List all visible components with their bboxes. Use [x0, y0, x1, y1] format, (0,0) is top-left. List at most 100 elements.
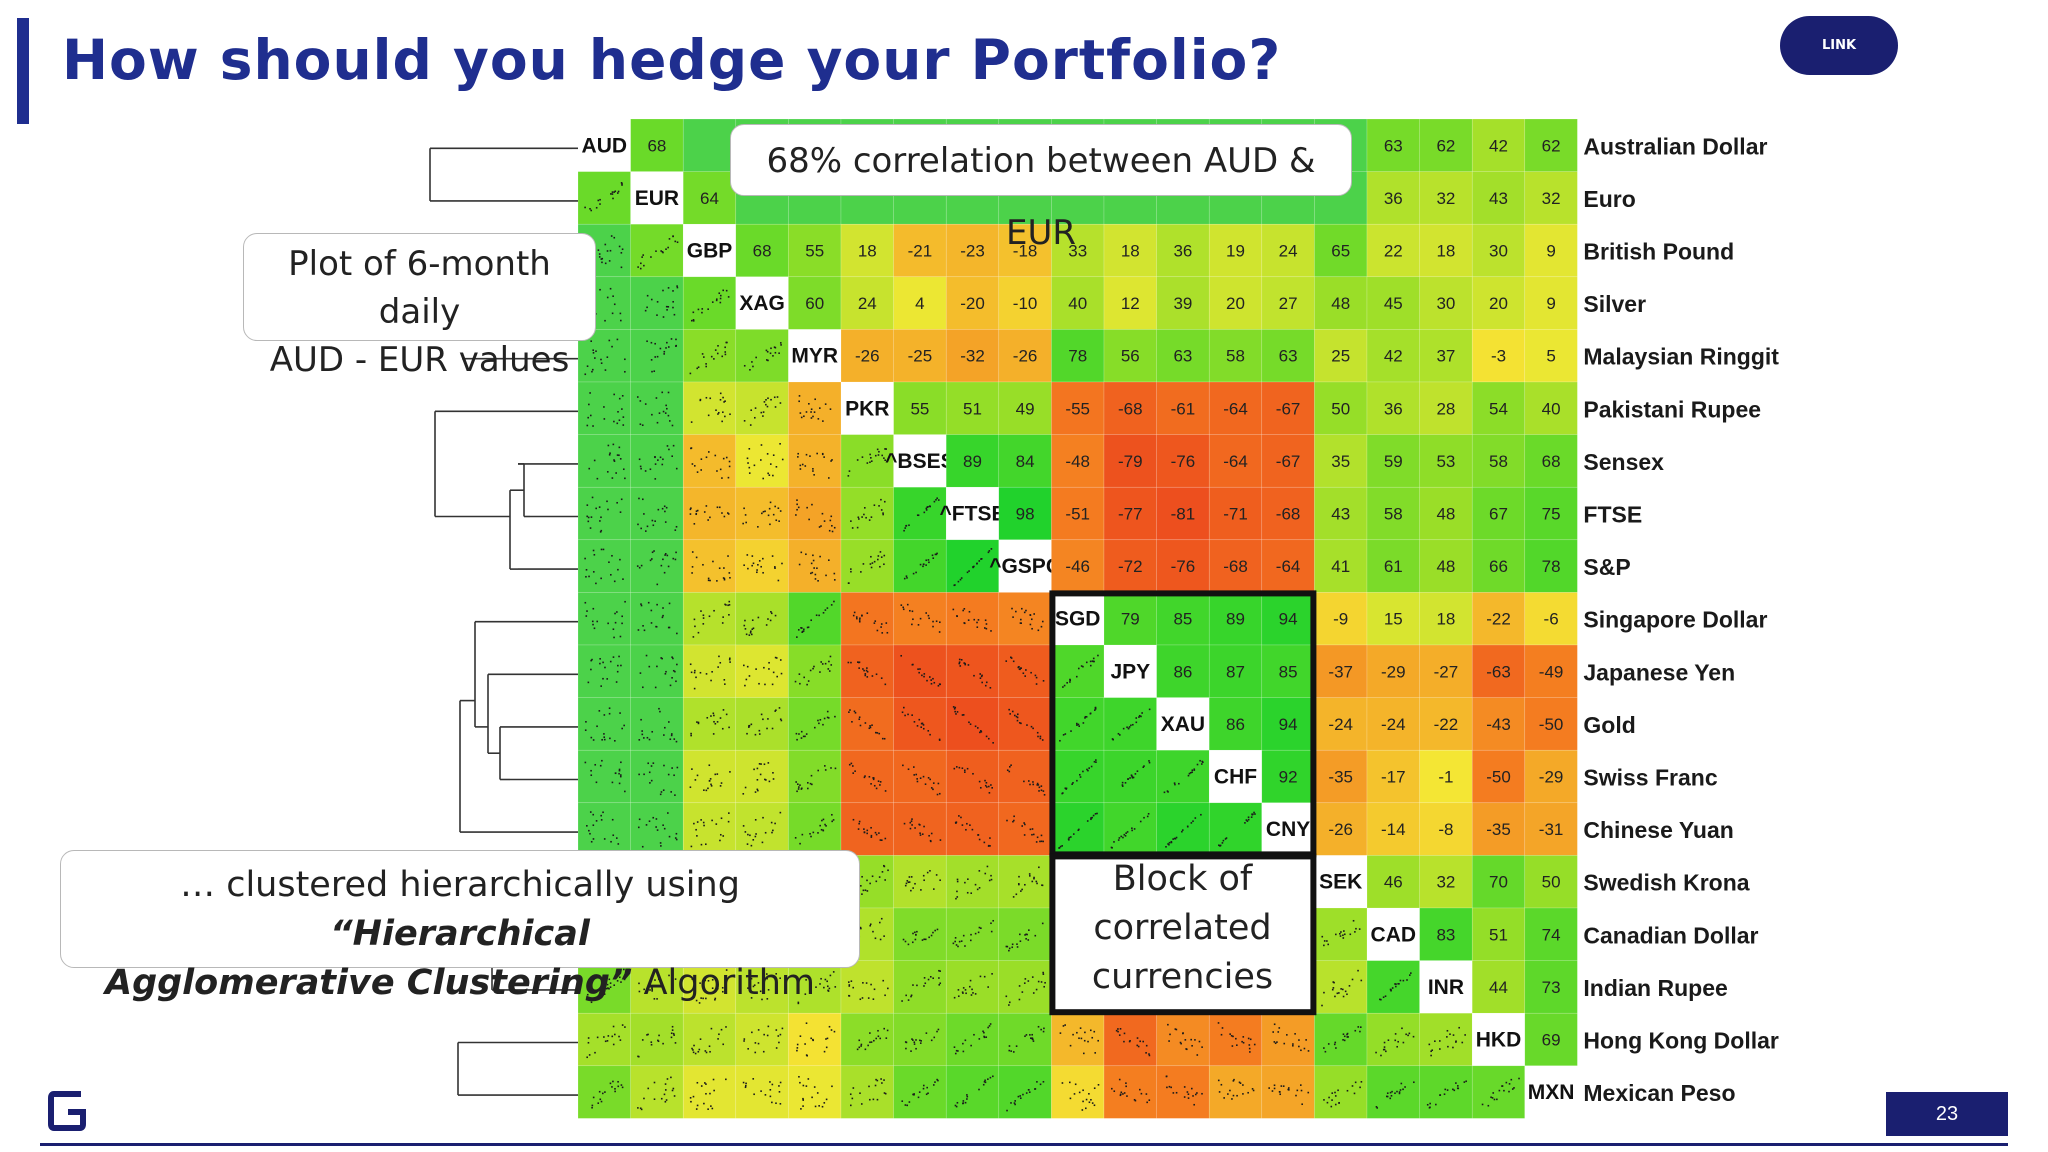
scatter-point: [718, 292, 721, 295]
link-button[interactable]: LINK: [1780, 16, 1898, 75]
scatter-point: [1006, 1109, 1008, 1112]
scatter-point: [1446, 1089, 1449, 1091]
scatter-point: [757, 616, 760, 619]
scatter-point: [880, 556, 883, 558]
scatter-cell: [945, 644, 1000, 698]
scatter-cell: [630, 223, 684, 278]
scatter-point: [1039, 1083, 1042, 1086]
scatter-point: [589, 527, 592, 529]
scatter-point: [978, 1088, 980, 1091]
scatter-point: [636, 396, 639, 398]
scatter-point: [659, 710, 661, 713]
scatter-point: [722, 709, 725, 711]
scatter-point: [662, 614, 664, 617]
scatter-point: [797, 1002, 800, 1005]
scatter-point: [976, 888, 979, 891]
correlation-value: 45: [1384, 294, 1403, 313]
scatter-point: [1220, 1033, 1223, 1036]
scatter-point: [1058, 847, 1060, 849]
scatter-point: [743, 420, 746, 422]
scatter-cell: [840, 960, 894, 1014]
scatter-point: [800, 787, 803, 790]
scatter-point: [938, 792, 941, 795]
currency-name-label: Swiss Franc: [1583, 765, 1717, 791]
scatter-point: [766, 727, 768, 730]
scatter-point: [822, 723, 824, 726]
scatter-point: [1143, 816, 1145, 819]
scatter-point: [864, 722, 867, 724]
scatter-point: [1008, 1045, 1011, 1047]
scatter-point: [620, 319, 622, 322]
scatter-point: [707, 979, 710, 982]
scatter-point: [759, 773, 762, 776]
scatter-point: [702, 614, 705, 617]
scatter-point: [1085, 1098, 1088, 1101]
scatter-point: [1082, 1100, 1084, 1103]
scatter-point: [1083, 1039, 1086, 1042]
correlation-value: 74: [1542, 925, 1561, 944]
scatter-point: [963, 608, 966, 610]
scatter-point: [1068, 836, 1071, 839]
scatter-point: [1194, 817, 1197, 819]
scatter-point: [604, 319, 606, 322]
scatter-point: [879, 565, 881, 568]
scatter-point: [1169, 1033, 1171, 1036]
scatter-point: [779, 1033, 782, 1036]
scatter-point: [796, 783, 799, 786]
scatter-point: [667, 246, 669, 249]
scatter-point: [824, 769, 827, 771]
scatter-point: [873, 504, 876, 507]
scatter-point: [711, 819, 713, 822]
scatter-point: [771, 727, 774, 730]
scatter-cell: [945, 960, 1000, 1014]
scatter-cell: [1366, 960, 1420, 1014]
scatter-point: [641, 498, 644, 501]
scatter-point: [642, 686, 644, 689]
scatter-point: [802, 735, 805, 738]
scatter-point: [619, 312, 622, 315]
scatter-points: [1428, 1026, 1466, 1057]
scatter-point: [880, 498, 882, 501]
scatter-point: [982, 1083, 985, 1086]
scatter-point: [596, 1036, 599, 1039]
scatter-point: [960, 940, 963, 942]
scatter-point: [913, 721, 916, 723]
scatter-point: [955, 713, 957, 715]
scatter-point: [600, 577, 602, 580]
scatter-point: [963, 769, 966, 772]
scatter-point: [983, 975, 986, 978]
scatter-point: [643, 773, 645, 776]
scatter-point: [1059, 739, 1061, 742]
scatter-points: [1058, 812, 1098, 849]
scatter-point: [979, 786, 982, 789]
scatter-point: [641, 256, 643, 258]
scatter-point: [1025, 1092, 1028, 1094]
scatter-point: [656, 314, 658, 316]
scatter-point: [991, 787, 993, 789]
scatter-point: [655, 818, 658, 820]
scatter-point: [1042, 1030, 1045, 1033]
scatter-point: [646, 736, 649, 739]
scatter-point: [656, 603, 658, 606]
scatter-point: [1394, 1092, 1396, 1095]
correlation-cell: [1471, 486, 1526, 541]
scatter-point: [589, 832, 591, 835]
scatter-point: [650, 609, 653, 612]
scatter-points: [1121, 760, 1151, 787]
scatter-point: [904, 1041, 907, 1043]
scatter-point: [713, 1089, 715, 1092]
scatter-point: [1493, 1098, 1496, 1101]
scatter-point: [928, 561, 930, 564]
scatter-point: [1141, 712, 1143, 714]
scatter-point: [614, 1033, 616, 1036]
currency-name-label: Hong Kong Dollar: [1583, 1028, 1779, 1054]
scatter-point: [752, 839, 755, 841]
scatter-point: [711, 978, 714, 981]
scatter-point: [653, 998, 656, 1000]
scatter-point: [695, 1108, 698, 1110]
scatter-point: [617, 1080, 619, 1083]
scatter-point: [592, 425, 594, 427]
scatter-point: [762, 571, 764, 574]
scatter-point: [877, 780, 880, 783]
scatter-point: [773, 346, 776, 348]
